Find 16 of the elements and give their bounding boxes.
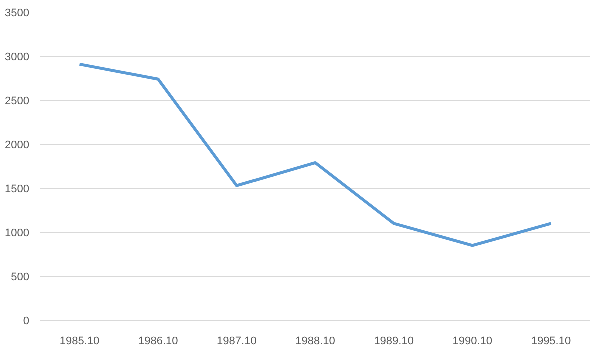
x-tick-label: 1990.10 (452, 336, 493, 348)
y-tick-label: 1500 (5, 184, 30, 196)
x-tick-label: 1995.10 (531, 336, 572, 348)
x-tick-label: 1986.10 (138, 336, 178, 348)
y-tick-label: 2000 (5, 140, 30, 152)
y-tick-label: 3000 (5, 52, 30, 64)
x-tick-label: 1988.10 (296, 336, 336, 348)
y-tick-label: 1000 (5, 228, 30, 240)
x-tick-label: 1985.10 (60, 336, 100, 348)
y-tick-label: 3500 (5, 8, 30, 20)
line-series (78, 62, 553, 248)
y-tick-label: 2500 (5, 96, 30, 108)
x-tick-label: 1989.10 (374, 336, 414, 348)
y-tick-label: 500 (11, 272, 30, 284)
y-tick-label: 0 (23, 316, 30, 328)
x-tick-label: 1987.10 (217, 336, 257, 348)
